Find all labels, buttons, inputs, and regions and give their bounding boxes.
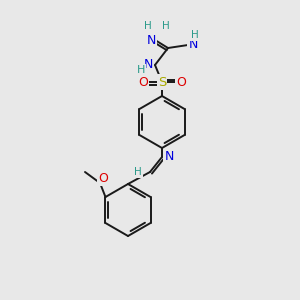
Text: O: O — [138, 76, 148, 88]
Text: N: N — [164, 151, 174, 164]
Text: N: N — [188, 38, 198, 52]
Text: H: H — [144, 21, 152, 31]
Text: N: N — [143, 58, 153, 71]
Text: H: H — [162, 21, 170, 31]
Text: N: N — [146, 34, 156, 46]
Text: H: H — [137, 65, 145, 75]
Text: O: O — [176, 76, 186, 88]
Text: S: S — [158, 76, 166, 88]
Text: H: H — [191, 30, 199, 40]
Text: H: H — [134, 167, 142, 177]
Text: O: O — [98, 172, 108, 184]
